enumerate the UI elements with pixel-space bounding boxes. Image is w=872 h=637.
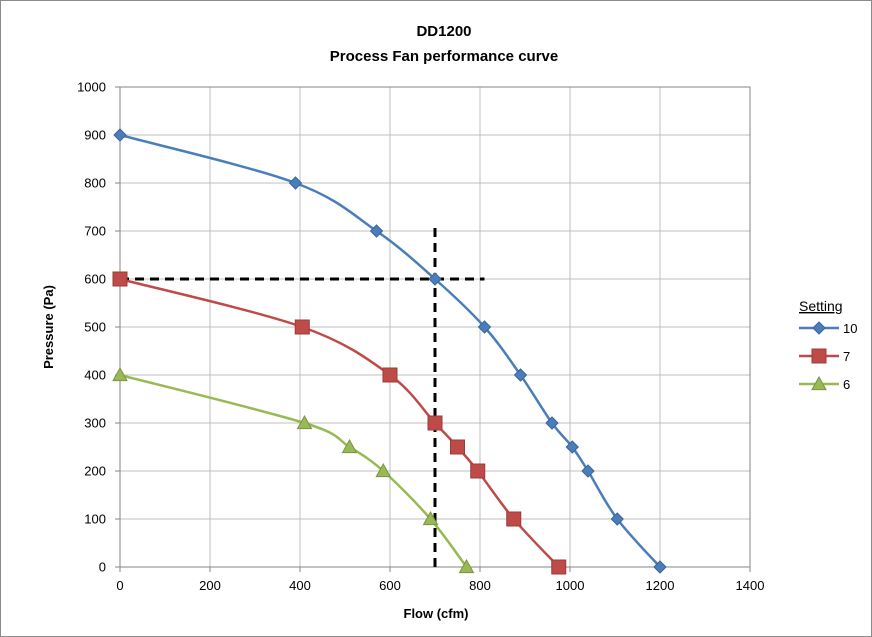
x-tick-label: 400 bbox=[289, 578, 311, 593]
series-10-point bbox=[545, 416, 559, 430]
series-10 bbox=[113, 128, 667, 574]
y-tick-label: 0 bbox=[99, 560, 106, 575]
series-group bbox=[112, 128, 667, 575]
series-10-point bbox=[113, 128, 127, 142]
series-7-point bbox=[382, 367, 398, 383]
series-6-point bbox=[112, 366, 128, 382]
legend-item-6: 6 bbox=[799, 375, 850, 392]
reference-lines bbox=[120, 226, 485, 567]
series-10-point bbox=[428, 272, 442, 286]
series-6 bbox=[112, 366, 475, 574]
y-tick-label: 900 bbox=[84, 128, 106, 143]
series-7-point bbox=[112, 271, 128, 287]
series-10-point bbox=[610, 512, 624, 526]
series-10-point bbox=[513, 368, 528, 382]
series-6-point bbox=[341, 438, 358, 454]
legend-item-10: 10 bbox=[799, 321, 857, 336]
chart-subtitle: Process Fan performance curve bbox=[330, 48, 558, 65]
series-10-point bbox=[477, 320, 492, 334]
x-tick-label: 1000 bbox=[556, 578, 585, 593]
x-tick-label: 1400 bbox=[736, 578, 765, 593]
tick-labels: 0 200 400 600 800 1000 1200 1400 0 100 200 300 400 50… bbox=[77, 80, 764, 594]
series-7-point bbox=[427, 415, 443, 431]
y-tick-label: 100 bbox=[84, 512, 106, 527]
y-axis-title: Pressure (Pa) bbox=[41, 285, 56, 369]
legend-title: Setting bbox=[799, 298, 843, 314]
legend-swatch-marker bbox=[811, 348, 827, 364]
series-10-point bbox=[581, 464, 595, 478]
y-tick-label: 400 bbox=[84, 368, 106, 383]
x-tick-label: 200 bbox=[199, 578, 221, 593]
x-axis-title: Flow (cfm) bbox=[404, 606, 469, 621]
legend-swatch-marker bbox=[811, 375, 827, 391]
series-7-point bbox=[294, 319, 310, 335]
y-tick-label: 700 bbox=[84, 224, 106, 239]
legend-label: 10 bbox=[843, 321, 857, 336]
series-6-point bbox=[296, 414, 313, 430]
y-tick-label: 300 bbox=[84, 416, 106, 431]
series-6-point bbox=[422, 510, 439, 526]
series-7-point bbox=[506, 511, 522, 527]
y-tick-label: 600 bbox=[84, 272, 106, 287]
y-tick-label: 800 bbox=[84, 176, 106, 191]
y-tick-label: 500 bbox=[84, 320, 106, 335]
legend-label: 6 bbox=[843, 377, 850, 392]
chart-title: DD1200 bbox=[416, 23, 471, 40]
legend-item-7: 7 bbox=[799, 348, 850, 364]
y-tick-label: 200 bbox=[84, 464, 106, 479]
y-tick-label: 1000 bbox=[77, 80, 106, 95]
legend-label: 7 bbox=[843, 349, 850, 364]
series-6-point bbox=[375, 462, 392, 478]
series-7-point bbox=[470, 463, 486, 479]
legend-swatch-marker bbox=[812, 321, 826, 335]
x-tick-label: 0 bbox=[116, 578, 123, 593]
series-10-point bbox=[369, 224, 384, 238]
series-7-point bbox=[551, 559, 567, 575]
series-10-point bbox=[653, 560, 667, 574]
series-7-point bbox=[450, 439, 465, 455]
x-tick-label: 800 bbox=[469, 578, 491, 593]
x-tick-label: 600 bbox=[379, 578, 401, 593]
series-10-point bbox=[565, 440, 579, 454]
series-7 bbox=[112, 271, 567, 575]
series-10-line bbox=[119, 133, 661, 568]
x-tick-label: 1200 bbox=[646, 578, 675, 593]
legend: Setting 10 7 6 bbox=[799, 298, 857, 392]
series-6-point bbox=[458, 558, 475, 574]
series-10-point bbox=[288, 176, 303, 190]
